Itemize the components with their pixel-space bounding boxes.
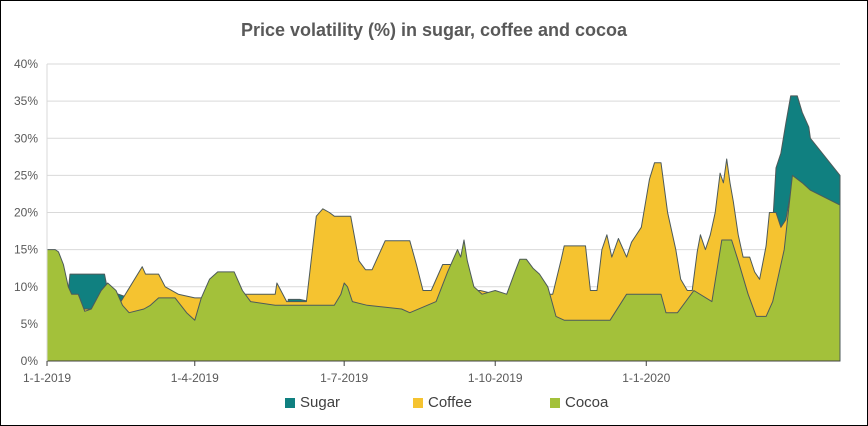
y-tick-label: 35% [14, 94, 38, 108]
x-tick-label: 1-7-2019 [320, 371, 368, 385]
legend-label-cocoa: Cocoa [565, 394, 609, 411]
x-axis-ticks: 1-1-2019 1-4-2019 1-7-2019 1-10-2019 1-1-202… [23, 361, 671, 385]
gridlines [47, 63, 840, 325]
x-tick-label: 1-1-2019 [23, 371, 71, 385]
y-tick-label: 30% [14, 131, 38, 145]
x-tick-label: 1-10-2019 [468, 371, 523, 385]
x-tick-label: 1-4-2019 [171, 371, 219, 385]
axes [46, 64, 840, 362]
legend-item-coffee: Coffee [413, 394, 472, 411]
y-axis-ticks: 0% 5% 10% 15% 20% 25% 30% 35% 40% [14, 57, 38, 368]
y-tick-label: 0% [21, 354, 39, 368]
x-tick-label: 1-1-2020 [622, 371, 670, 385]
legend-item-sugar: Sugar [285, 394, 340, 411]
y-tick-label: 20% [14, 206, 38, 220]
legend-swatch-coffee [413, 397, 423, 408]
legend-item-cocoa: Cocoa [550, 394, 608, 411]
area-cocoa [46, 174, 841, 362]
chart-title: Price volatility (%) in sugar, coffee an… [240, 20, 628, 40]
legend: Sugar Coffee Cocoa [0, 394, 868, 416]
y-tick-label: 40% [14, 57, 38, 71]
series-areas [46, 95, 841, 362]
legend-label-sugar: Sugar [300, 394, 341, 411]
legend-swatch-cocoa [550, 397, 560, 408]
legend-swatch-sugar [285, 397, 295, 408]
y-tick-label: 25% [14, 168, 38, 182]
y-tick-label: 10% [14, 280, 38, 294]
y-tick-label: 5% [21, 317, 39, 331]
y-tick-label: 15% [14, 243, 38, 257]
legend-label-coffee: Coffee [428, 394, 472, 411]
